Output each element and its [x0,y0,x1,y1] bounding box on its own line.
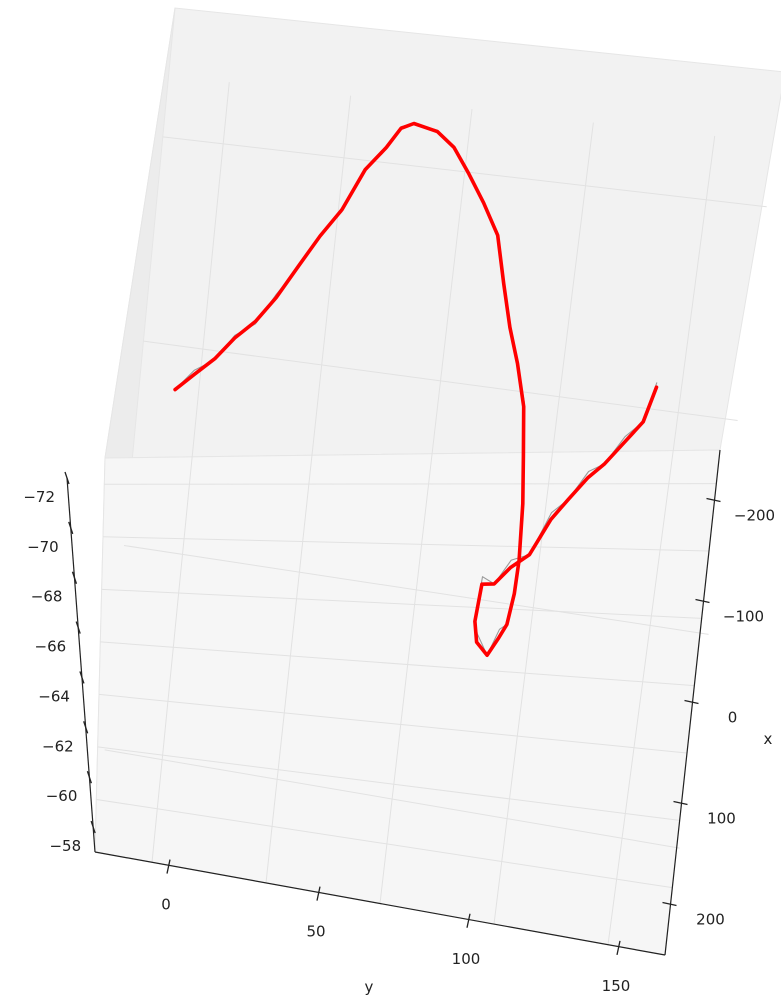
series-smoothed-1 [173,121,659,657]
z-gridline-4 [98,693,688,754]
z-tick-label-1: −60 [46,787,78,805]
x-gridline-0 [151,82,230,863]
x-tick-label-4: 200 [696,911,725,929]
z-tick-label-7: −72 [23,488,55,506]
z-tick-3 [79,671,85,684]
z-tick-0 [90,820,96,834]
x-gridline-4 [607,135,716,945]
x-gridline-3 [493,122,594,925]
y-gridline-0 [104,749,680,849]
z-tick-4 [75,621,81,634]
y-gridline-1 [123,545,709,635]
x-gridline-2 [379,109,473,904]
z-gridline-5 [97,746,680,821]
z-tick-label-2: −62 [42,737,74,755]
z-gridline-3 [100,641,695,687]
y-axis-label: y [365,978,374,996]
z-gridline-1 [102,536,710,552]
front-pane [94,449,721,956]
floor-pane [104,7,781,459]
y-axis-line [94,851,666,956]
y-tick-3 [616,940,621,956]
z-tick-1 [86,770,93,784]
z-tick-label-5: −68 [31,588,63,606]
z-tick-label-6: −70 [27,538,59,556]
z-gridline-6 [96,798,673,889]
y-gridline-3 [162,136,767,208]
z-tick-7 [64,471,70,485]
x-tick-1 [695,598,710,604]
x-tick-label-2: 0 [728,709,738,727]
x-tick-label-1: −100 [723,608,764,626]
z-gridline-2 [101,588,702,619]
chart-axes: −200 −100 0 100 200 0 50 100 150 −58 −60 −62 −64 −66 −… [23,449,775,995]
chart-series-layer [173,121,659,657]
x-gridline-1 [265,95,352,883]
z-tick-label-0: −58 [49,837,81,855]
z-tick-label-3: −64 [38,687,70,705]
chart-panes [94,7,781,956]
z-tick-2 [83,721,89,734]
x-tick-label-0: −200 [734,507,775,525]
z-axis-line [66,477,96,853]
x-axis-label: x [764,730,773,748]
x-tick-label-3: 100 [707,810,736,828]
x-tick-4 [662,901,677,907]
z-tick-6 [68,521,74,535]
y-gridline-2 [143,340,738,422]
x-tick-0 [706,497,721,503]
z-gridline-0 [104,483,717,485]
z-tick-label-4: −66 [35,638,67,656]
y-tick-label-3: 150 [602,977,631,995]
y-tick-label-0: 0 [161,896,171,914]
x-tick-2 [684,699,699,705]
chart-gridlines [94,82,767,956]
chart-labels: x y [365,730,773,996]
y-tick-label-1: 50 [306,923,325,941]
y-tick-label-2: 100 [452,950,481,968]
z-tick-5 [71,571,78,584]
y-tick-0 [166,859,171,874]
y-tick-1 [316,886,321,901]
x-tick-3 [673,800,688,806]
y-tick-2 [466,913,471,928]
